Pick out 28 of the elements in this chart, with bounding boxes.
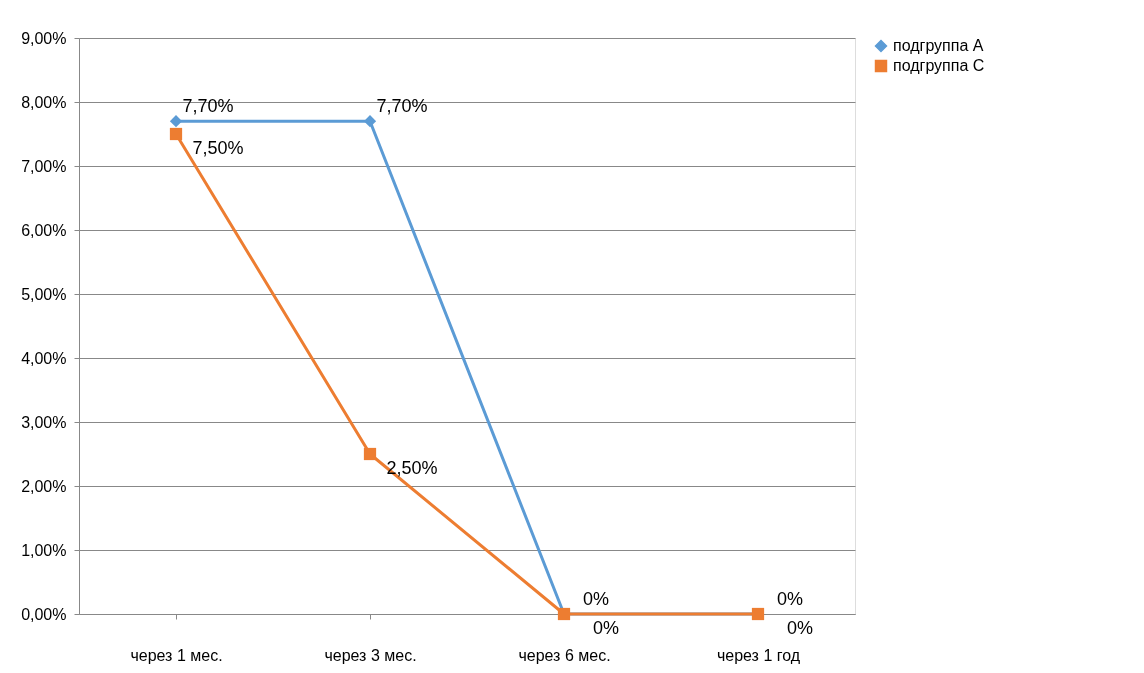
- y-tick-label: 8,00%: [21, 93, 67, 111]
- data-label: 2,50%: [386, 458, 438, 478]
- legend-label: подгруппа А: [893, 37, 984, 54]
- x-tick-label: через 1 год: [716, 646, 801, 664]
- y-tick-label: 9,00%: [21, 29, 67, 47]
- y-tick-label: 2,00%: [21, 477, 67, 495]
- y-tick-label: 4,00%: [21, 349, 67, 367]
- data-label: 7,50%: [192, 138, 244, 158]
- legend-label: подгруппа С: [893, 57, 985, 74]
- data-label: 0%: [786, 618, 814, 638]
- data-label: 0%: [776, 589, 804, 609]
- data-label: 0%: [592, 618, 620, 638]
- x-tick-label: через 3 мес.: [324, 646, 417, 664]
- y-tick-label: 7,00%: [21, 157, 67, 175]
- point: [169, 115, 183, 128]
- y-tick-label: 5,00%: [21, 285, 67, 303]
- data-label: 7,70%: [182, 96, 234, 117]
- y-tick-label: 0,00%: [21, 605, 67, 623]
- data-label: 0%: [582, 589, 610, 609]
- point: [169, 127, 183, 141]
- point: [363, 447, 377, 461]
- x-tick-label: через 1 мес.: [130, 646, 223, 664]
- x-tick-label: через 6 мес.: [518, 646, 611, 664]
- y-tick-label: 1,00%: [21, 541, 67, 559]
- y-tick-label: 3,00%: [21, 413, 67, 431]
- point: [363, 115, 377, 128]
- y-tick-label: 6,00%: [21, 221, 67, 239]
- data-label: 7,70%: [376, 96, 428, 117]
